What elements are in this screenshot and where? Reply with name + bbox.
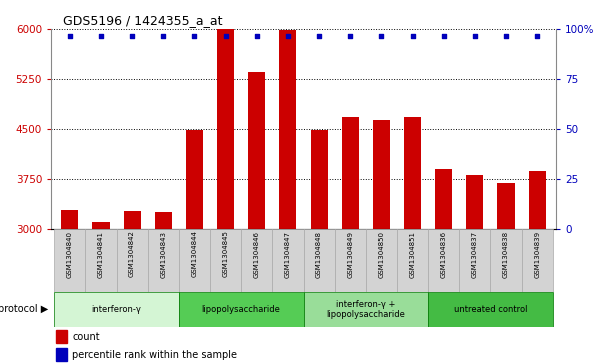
Bar <box>435 169 453 229</box>
Text: GSM1304845: GSM1304845 <box>222 231 228 277</box>
Text: GSM1304849: GSM1304849 <box>347 231 353 278</box>
Bar <box>373 119 390 229</box>
Bar <box>397 229 428 292</box>
Bar <box>248 72 265 229</box>
Point <box>96 33 106 39</box>
Point <box>221 33 230 39</box>
Bar <box>522 229 553 292</box>
Text: GSM1304836: GSM1304836 <box>441 231 447 278</box>
Bar <box>459 229 490 292</box>
Text: untreated control: untreated control <box>454 305 527 314</box>
Point <box>532 33 542 39</box>
Point <box>314 33 324 39</box>
Point <box>346 33 355 39</box>
Bar <box>54 292 179 327</box>
Bar <box>179 229 210 292</box>
Text: GSM1304851: GSM1304851 <box>409 231 415 278</box>
Text: percentile rank within the sample: percentile rank within the sample <box>72 350 237 360</box>
Text: GSM1304839: GSM1304839 <box>534 231 540 278</box>
Text: count: count <box>72 332 100 342</box>
Bar <box>272 229 304 292</box>
Point <box>252 33 261 39</box>
Point <box>439 33 448 39</box>
Text: GSM1304840: GSM1304840 <box>67 231 73 278</box>
Bar <box>154 212 172 229</box>
Bar <box>335 229 366 292</box>
Text: GSM1304846: GSM1304846 <box>254 231 260 278</box>
Point <box>65 33 75 39</box>
Bar <box>404 117 421 229</box>
Bar <box>56 330 67 343</box>
Bar <box>529 171 546 229</box>
Bar <box>279 30 296 229</box>
Bar <box>56 348 67 361</box>
Text: GSM1304850: GSM1304850 <box>379 231 385 278</box>
Bar <box>117 229 148 292</box>
Bar <box>179 292 304 327</box>
Point <box>407 33 417 39</box>
Bar <box>366 229 397 292</box>
Text: interferon-γ +
lipopolysaccharide: interferon-γ + lipopolysaccharide <box>326 300 405 319</box>
Point <box>501 33 511 39</box>
Point <box>470 33 480 39</box>
Bar <box>490 229 522 292</box>
Bar <box>54 229 85 292</box>
Bar <box>498 183 514 229</box>
Text: GSM1304847: GSM1304847 <box>285 231 291 278</box>
Text: GSM1304837: GSM1304837 <box>472 231 478 278</box>
Text: GSM1304841: GSM1304841 <box>98 231 104 278</box>
Point <box>190 33 200 39</box>
Text: GDS5196 / 1424355_a_at: GDS5196 / 1424355_a_at <box>63 15 222 28</box>
Bar <box>304 229 335 292</box>
Bar <box>85 229 117 292</box>
Bar <box>466 175 483 229</box>
Point <box>283 33 293 39</box>
Bar <box>210 229 241 292</box>
Text: GSM1304848: GSM1304848 <box>316 231 322 278</box>
Bar <box>342 117 359 229</box>
Bar <box>124 211 141 229</box>
Point <box>127 33 137 39</box>
Bar <box>186 130 203 229</box>
Bar <box>428 229 459 292</box>
Bar <box>61 210 78 229</box>
Bar <box>428 292 553 327</box>
Bar <box>217 29 234 229</box>
Text: GSM1304843: GSM1304843 <box>160 231 166 278</box>
Point <box>159 33 168 39</box>
Text: lipopolysaccharide: lipopolysaccharide <box>202 305 281 314</box>
Bar <box>148 229 179 292</box>
Text: GSM1304838: GSM1304838 <box>503 231 509 278</box>
Text: GSM1304844: GSM1304844 <box>192 231 198 277</box>
Text: interferon-γ: interferon-γ <box>91 305 141 314</box>
Text: protocol ▶: protocol ▶ <box>0 305 48 314</box>
Text: GSM1304842: GSM1304842 <box>129 231 135 277</box>
Bar <box>241 229 272 292</box>
Bar <box>304 292 428 327</box>
Bar <box>311 130 328 229</box>
Bar <box>93 222 109 229</box>
Point <box>377 33 386 39</box>
